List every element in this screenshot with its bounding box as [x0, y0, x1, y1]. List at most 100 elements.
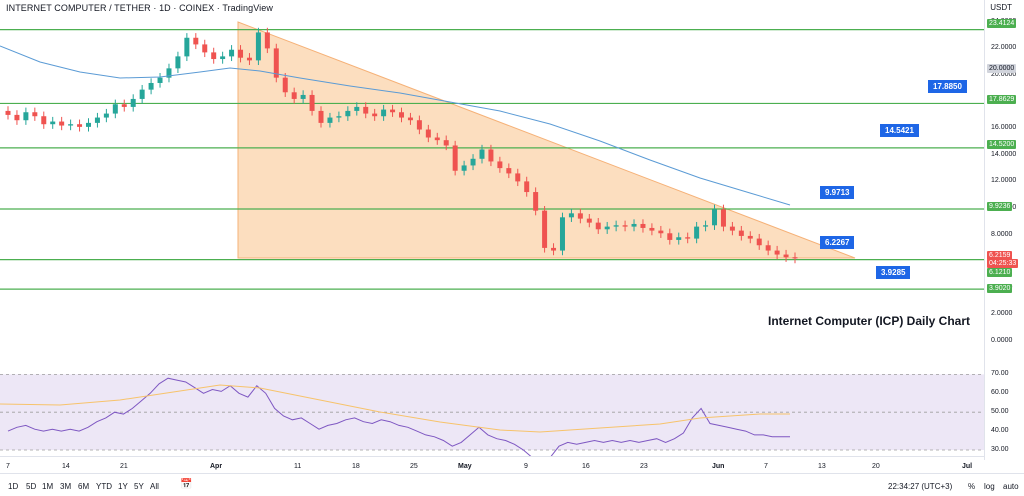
candle-body: [238, 49, 244, 58]
candle-body: [676, 237, 682, 240]
candle-body: [381, 109, 387, 117]
time-tick-label: Jun: [712, 463, 725, 470]
log-toggle[interactable]: log: [984, 482, 995, 491]
timeframe-button-6m[interactable]: 6M: [78, 482, 90, 491]
candle-body: [524, 181, 530, 193]
bottom-toolbar: 1D 5D 1M 3M 6M YTD 1Y 5Y All 📅 22:34:27 (UTC+3) …: [0, 473, 1024, 496]
percent-toggle[interactable]: %: [968, 482, 976, 491]
candle-body: [613, 225, 619, 227]
time-tick-label: 14: [62, 463, 70, 470]
price-level-label: 04:25:33: [987, 259, 1019, 268]
candle-body: [694, 226, 700, 239]
price-level-label: 6.2159: [987, 251, 1013, 260]
candle-body: [23, 112, 29, 121]
candle-body: [756, 238, 762, 246]
price-tick-label: 2.0000: [991, 310, 1013, 318]
candle-body: [77, 124, 83, 127]
candle-body: [229, 49, 235, 57]
timeframe-button-3m[interactable]: 3M: [60, 482, 72, 491]
candle-body: [282, 77, 288, 93]
price-tick-label: 22.0000: [991, 44, 1017, 52]
time-axis[interactable]: 7 14 21 Apr 11 18 25 May 9 16 23 Jun 7 13 20 Jul: [0, 456, 984, 473]
candle-body: [166, 68, 172, 78]
timeframe-button-1y[interactable]: 1Y: [118, 482, 128, 491]
candle-body: [765, 245, 771, 251]
time-tick-label: Apr: [210, 463, 223, 470]
candle-body: [729, 226, 735, 231]
price-tick-label: 0.0000: [991, 337, 1013, 344]
time-tick-label: 21: [120, 463, 128, 470]
candle-body: [738, 230, 744, 236]
candle-body: [479, 149, 485, 159]
candle-body: [220, 56, 226, 60]
candle-body: [551, 247, 557, 251]
time-tick-label: 20: [872, 463, 880, 470]
rsi-tick-label: 40.00: [991, 427, 1009, 435]
rsi-tick-label: 60.00: [991, 389, 1009, 397]
candle-body: [497, 161, 503, 169]
candle-body: [32, 112, 38, 117]
candle-body: [68, 124, 74, 126]
candle-body: [506, 168, 512, 174]
time-tick-label: 23: [640, 463, 648, 470]
candle-body: [211, 52, 217, 60]
timeframe-button-1d[interactable]: 1D: [8, 482, 19, 491]
candle-body: [712, 209, 718, 226]
rsi-tick-label: 30.00: [991, 446, 1009, 453]
timeframe-button-5y[interactable]: 5Y: [134, 482, 144, 491]
price-tick-label: 16.0000: [991, 124, 1017, 132]
price-callout: 17.8850: [928, 80, 967, 93]
candle-body: [246, 57, 252, 61]
descending-triangle: [237, 21, 856, 259]
price-tick-label: 14.0000: [991, 150, 1017, 158]
price-level-label: 9.9236: [987, 202, 1013, 211]
timeframe-button-all[interactable]: All: [150, 482, 159, 491]
candle-body: [94, 117, 100, 123]
price-axis[interactable]: 24.000022.000020.000018.000016.000014.00…: [984, 0, 1024, 460]
price-level-label: 3.9020: [987, 284, 1013, 293]
candle-body: [515, 173, 521, 182]
candle-body: [291, 92, 297, 99]
candle-body: [103, 113, 109, 118]
timeframe-button-5d[interactable]: 5D: [26, 482, 37, 491]
timeframe-button-ytd[interactable]: YTD: [96, 482, 112, 491]
auto-toggle[interactable]: auto: [1003, 482, 1019, 491]
time-tick-label: 7: [764, 463, 768, 470]
candle-body: [148, 82, 154, 90]
candle-body: [407, 117, 413, 121]
chart-title: INTERNET COMPUTER / TETHER · 1D · COINEX…: [6, 3, 273, 13]
calendar-icon[interactable]: 📅: [180, 479, 193, 490]
candle-body: [372, 113, 378, 117]
candle-body: [649, 227, 655, 231]
candle-body: [336, 116, 342, 118]
time-tick-label: 9: [524, 463, 528, 470]
price-callout: 9.9713: [820, 186, 855, 199]
candle-body: [318, 110, 324, 123]
candle-body: [586, 218, 592, 223]
rsi-panel[interactable]: [0, 352, 984, 456]
candle-body: [470, 158, 476, 166]
timeframe-button-1m[interactable]: 1M: [42, 482, 54, 491]
candle-body: [130, 98, 136, 107]
candle-body: [452, 145, 458, 171]
candle-body: [604, 226, 610, 230]
candle-body: [783, 254, 789, 258]
candle-body: [774, 250, 780, 255]
candle-body: [5, 110, 11, 115]
candle-body: [542, 210, 548, 248]
clock-readout[interactable]: 22:34:27 (UTC+3): [888, 482, 953, 491]
candle-body: [434, 137, 440, 141]
price-callout: 3.9285: [876, 266, 911, 279]
candle-body: [399, 112, 404, 118]
candle-body: [354, 106, 360, 111]
price-chart[interactable]: [0, 0, 984, 352]
price-tick-label: 8.0000: [991, 230, 1013, 238]
candle-body: [300, 94, 306, 99]
candle-body: [390, 109, 396, 113]
candle-body: [363, 106, 369, 114]
candle-body: [720, 209, 726, 227]
time-tick-label: 18: [352, 463, 360, 470]
price-tick-label: 20.0000: [991, 71, 1017, 78]
price-level-label: 20.0000: [987, 64, 1017, 73]
candle-body: [667, 233, 673, 240]
